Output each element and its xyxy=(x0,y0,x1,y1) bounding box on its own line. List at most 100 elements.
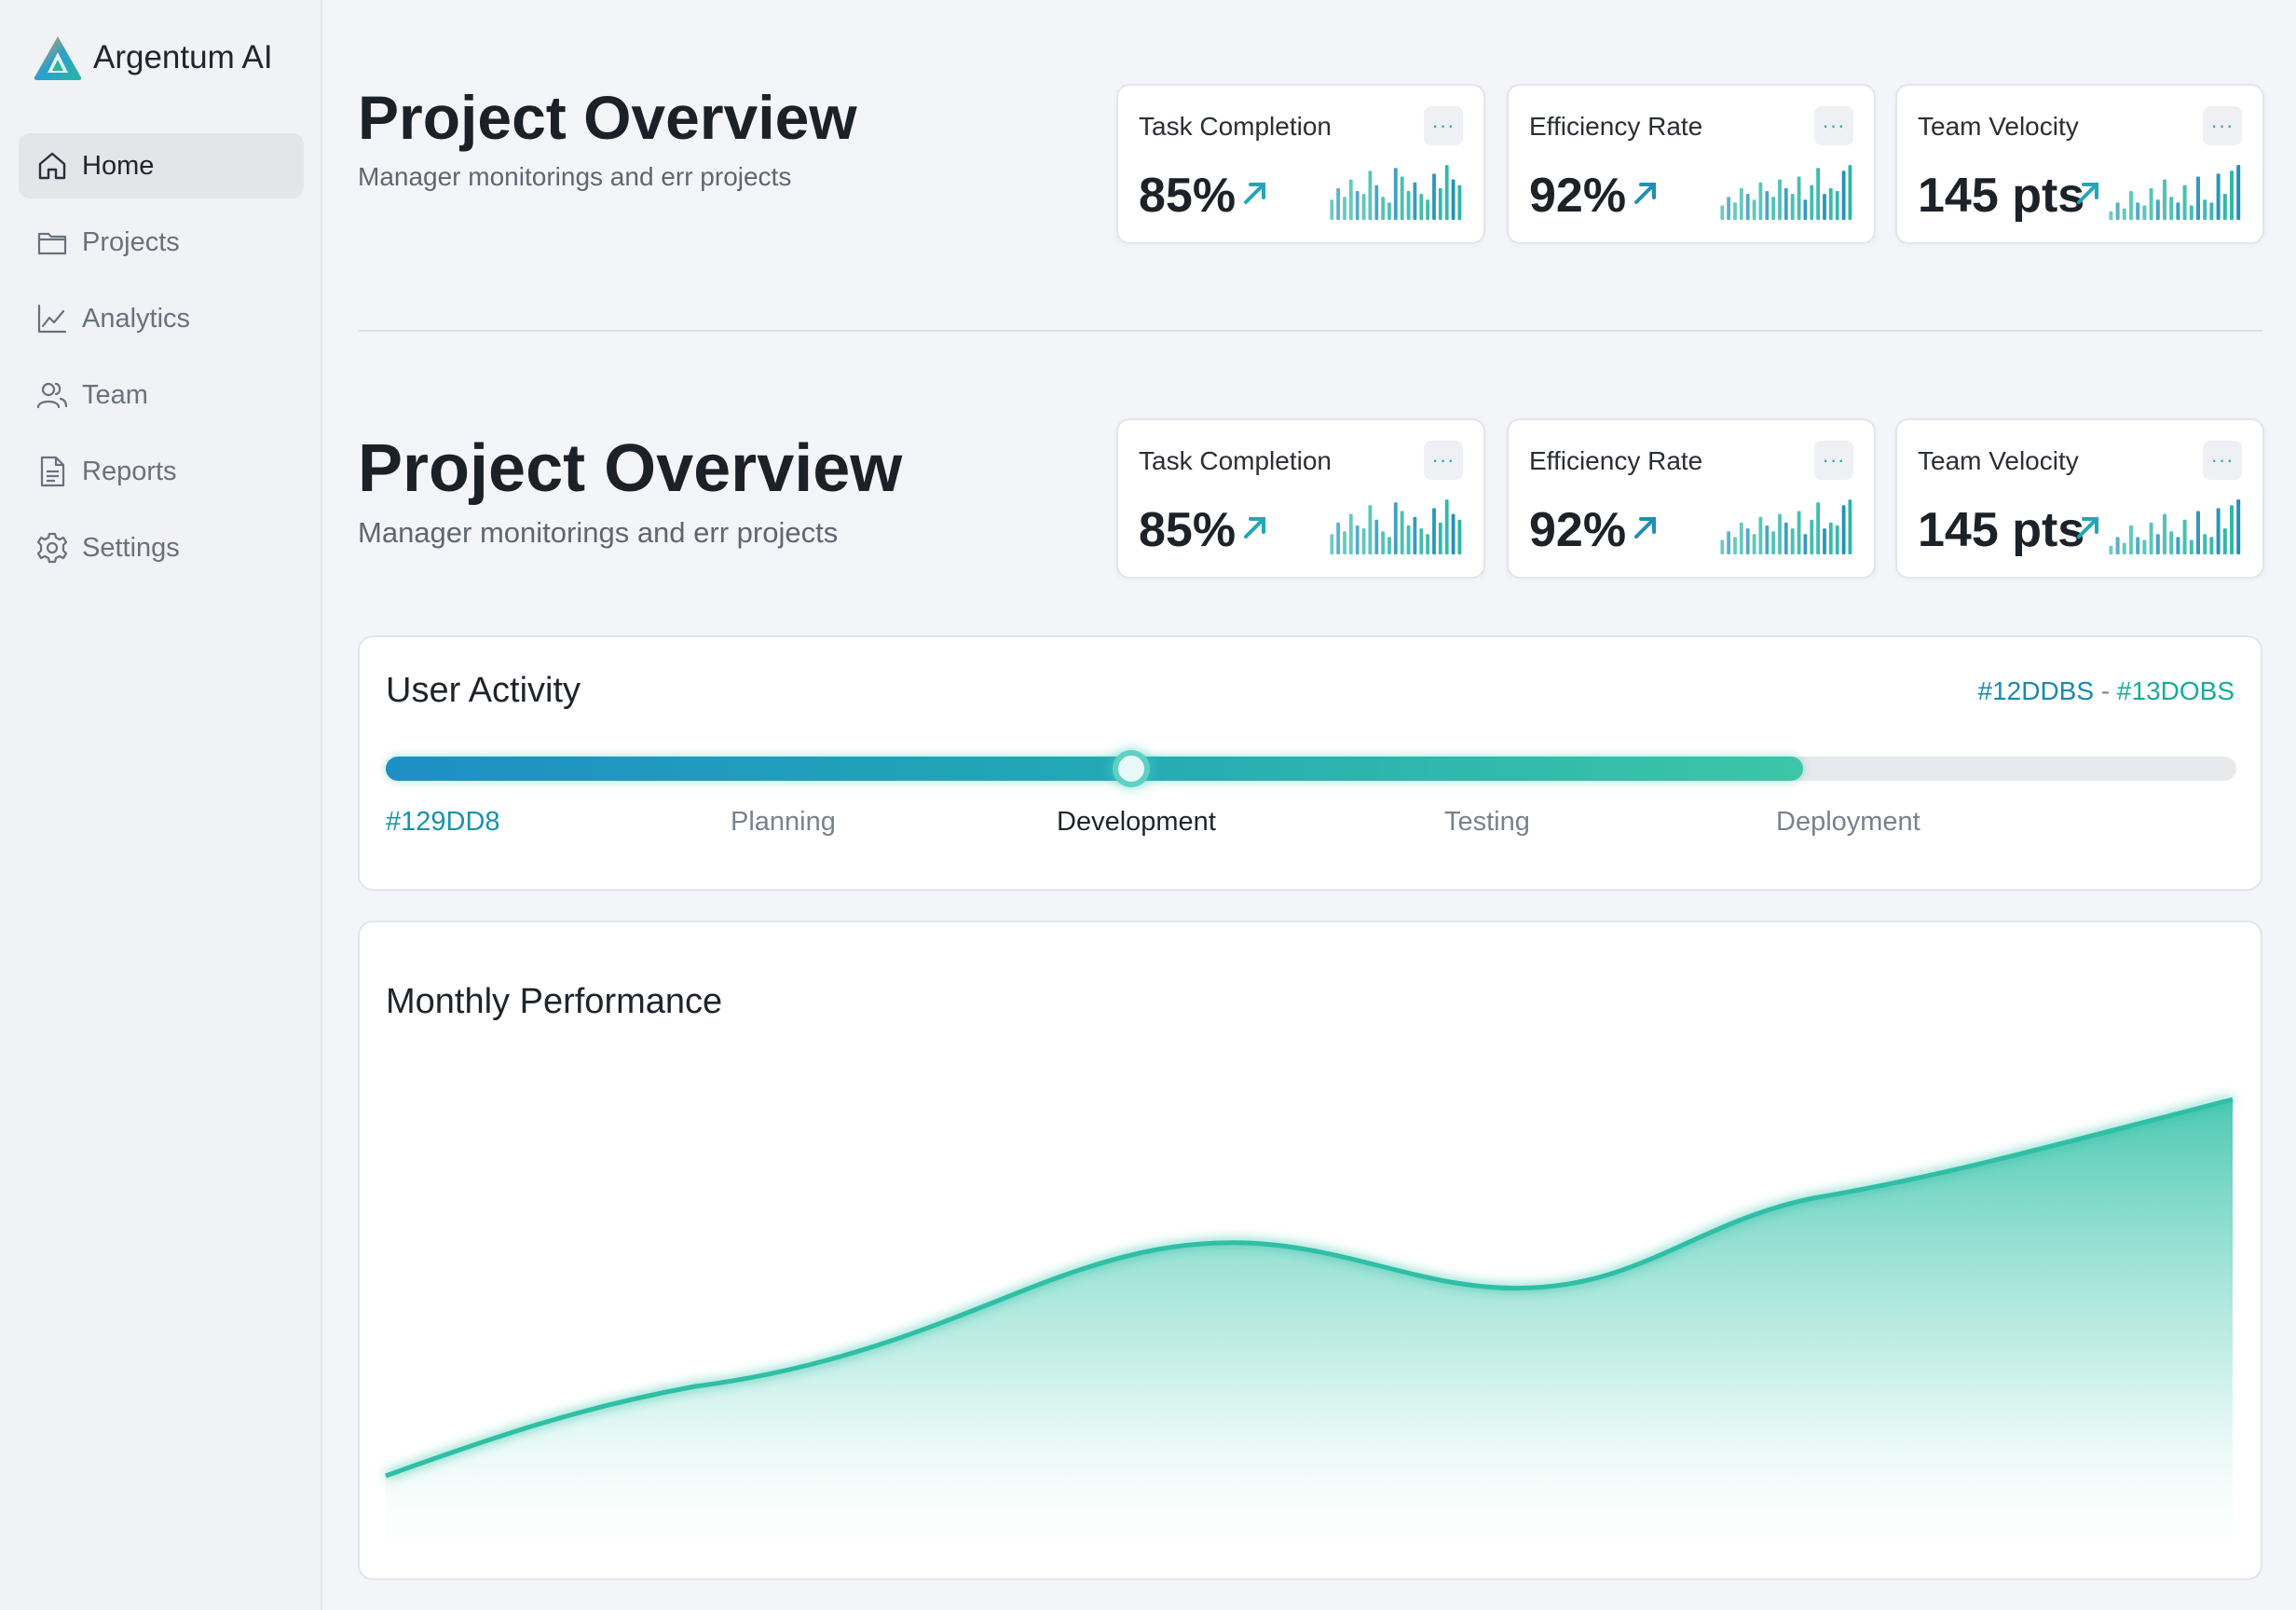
spark-bar xyxy=(1803,534,1808,554)
spark-bar xyxy=(1745,528,1750,554)
spark-bar xyxy=(1835,191,1839,220)
trend-up-arrow-icon xyxy=(2077,183,2098,204)
spark-bar xyxy=(1368,505,1373,554)
spark-bar xyxy=(1835,525,1839,554)
users-icon xyxy=(36,382,68,409)
spark-bar xyxy=(1797,176,1801,220)
sidebar-item-home[interactable]: Home xyxy=(19,133,304,198)
sparkline-chart xyxy=(2109,499,2241,554)
spark-bar xyxy=(1765,525,1770,554)
spark-bar xyxy=(1841,505,1846,554)
spark-bar xyxy=(2203,199,2207,220)
spark-bar xyxy=(1733,537,1737,554)
spark-bar xyxy=(1343,197,1346,220)
spark-bar xyxy=(1413,182,1417,220)
line-chart-icon xyxy=(37,304,67,334)
progress-slider-handle[interactable] xyxy=(1113,750,1151,787)
spark-bar xyxy=(1330,534,1334,554)
spark-bar xyxy=(1444,165,1449,220)
spark-bar xyxy=(2169,197,2174,220)
card-value: 145 pts xyxy=(1918,169,2085,223)
spark-bar xyxy=(1720,539,1725,554)
more-options-button[interactable]: ··· xyxy=(2203,106,2242,145)
sidebar-item-team[interactable]: Team xyxy=(19,362,304,428)
spark-bar xyxy=(2182,184,2187,220)
stage-label-code: #129DD8 xyxy=(386,807,500,837)
spark-bar xyxy=(1438,187,1442,220)
card-title: Team Velocity xyxy=(1918,112,2079,141)
card-title: Efficiency Rate xyxy=(1529,446,1703,475)
gear-icon xyxy=(36,532,68,564)
metric-card-task-completion: Task Completion ··· 85% xyxy=(1116,84,1485,244)
spark-bar xyxy=(2136,537,2140,554)
progress-fill xyxy=(386,757,1804,781)
spark-bar xyxy=(1432,173,1436,220)
spark-bar xyxy=(2149,522,2153,554)
spark-bar xyxy=(2236,165,2241,220)
range-separator: - xyxy=(2100,676,2111,705)
range-start: #12DDBS xyxy=(1977,676,2095,705)
spark-bar xyxy=(1361,528,1366,554)
spark-bar xyxy=(1727,197,1730,220)
more-options-button[interactable]: ··· xyxy=(1814,106,1853,145)
spark-bar xyxy=(1374,184,1379,220)
trend-up-arrow-icon xyxy=(1244,517,1265,539)
spark-bar xyxy=(1816,168,1820,220)
card-title: Task Completion xyxy=(1139,446,1332,475)
spark-bar xyxy=(1406,191,1411,220)
more-options-button[interactable]: ··· xyxy=(1424,441,1463,480)
sidebar-item-projects[interactable]: Projects xyxy=(19,210,304,275)
spark-bar xyxy=(2136,202,2140,220)
spark-bar xyxy=(1419,528,1424,554)
spark-bar xyxy=(1739,187,1743,220)
brand[interactable]: Argentum AI xyxy=(32,34,273,82)
spark-bar xyxy=(1784,522,1788,554)
spark-bar xyxy=(2155,534,2160,554)
sidebar-item-label: Settings xyxy=(82,532,180,563)
spark-bar xyxy=(1810,519,1814,554)
sidebar-item-settings[interactable]: Settings xyxy=(19,515,304,580)
spark-bar xyxy=(1457,184,1462,220)
spark-bar xyxy=(2209,537,2214,554)
spark-bar xyxy=(1406,525,1411,554)
metric-card-efficiency-rate: Efficiency Rate ··· 92% xyxy=(1507,84,1876,244)
spark-bar xyxy=(1413,516,1417,554)
spark-bar xyxy=(2222,194,2227,220)
more-options-button[interactable]: ··· xyxy=(2203,441,2242,480)
spark-bar xyxy=(2163,179,2166,220)
spark-bar xyxy=(2176,202,2180,220)
spark-bar xyxy=(2189,205,2194,220)
sidebar-item-label: Team xyxy=(82,379,148,410)
panel-title: User Activity xyxy=(386,671,581,710)
spark-bar xyxy=(1778,179,1782,220)
metric-card-team-velocity: Team Velocity ··· 145 pts xyxy=(1895,84,2264,244)
spark-bar xyxy=(1816,502,1820,554)
spark-bar xyxy=(2115,202,2120,220)
spark-bar xyxy=(1355,525,1360,554)
section-header: Project Overview Manager monitorings and… xyxy=(358,430,902,550)
sparkline-chart xyxy=(1720,499,1852,554)
spark-bar xyxy=(1790,194,1795,220)
spark-bar xyxy=(2189,539,2194,554)
more-options-button[interactable]: ··· xyxy=(1424,106,1463,145)
spark-bar xyxy=(2163,513,2166,554)
spark-bar xyxy=(1387,537,1391,554)
panel-title: Monthly Performance xyxy=(386,982,723,1021)
progress-track[interactable] xyxy=(386,750,2236,787)
spark-bar xyxy=(1771,197,1775,220)
spark-bar xyxy=(1438,522,1442,554)
sidebar-item-reports[interactable]: Reports xyxy=(19,439,304,504)
app-name: Argentum AI xyxy=(93,39,273,75)
spark-bar xyxy=(2142,205,2147,220)
sidebar-item-analytics[interactable]: Analytics xyxy=(19,286,304,351)
spark-bar xyxy=(1727,531,1730,554)
stage-label-testing: Testing xyxy=(1444,807,1530,837)
spark-bar xyxy=(1343,531,1346,554)
spark-bar xyxy=(1361,194,1366,220)
spark-bar xyxy=(1426,534,1429,554)
card-title: Efficiency Rate xyxy=(1529,112,1703,141)
more-options-button[interactable]: ··· xyxy=(1814,441,1853,480)
spark-bar xyxy=(1733,202,1737,220)
spark-bar xyxy=(2129,191,2133,220)
